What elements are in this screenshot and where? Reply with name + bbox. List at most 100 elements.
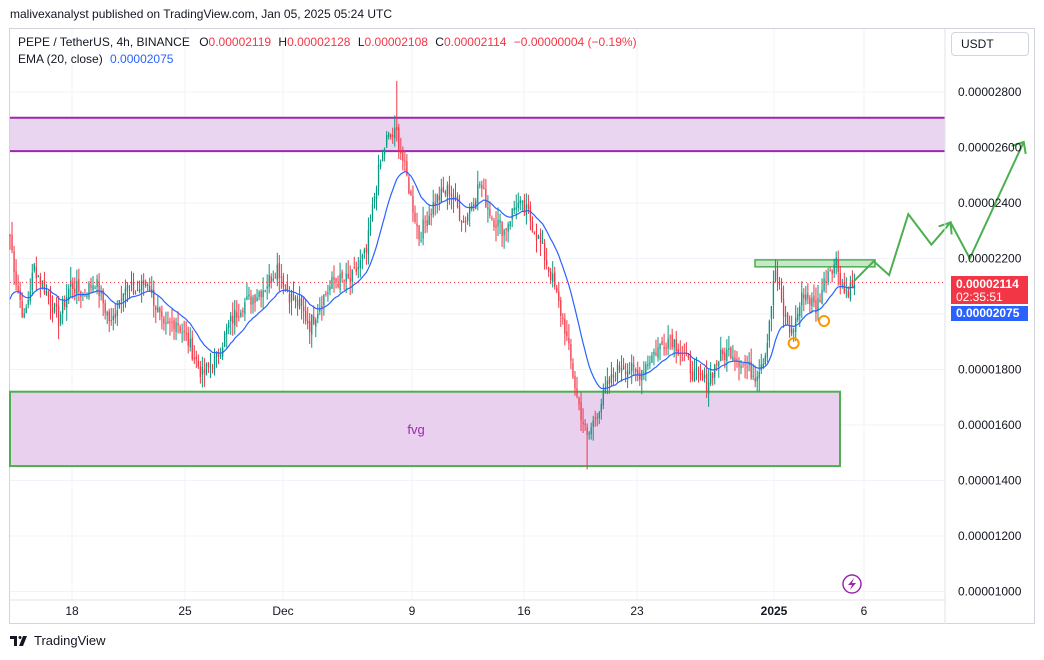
candle-body (337, 283, 339, 288)
fvg-zone (9, 390, 841, 468)
candle-body (456, 196, 459, 208)
candle-body (537, 235, 540, 239)
candle-body (801, 292, 803, 306)
candle-body (325, 293, 327, 295)
y-tick-label: 0.00002200 (958, 252, 1022, 266)
candle-body (444, 191, 447, 195)
currency-button[interactable]: USDT (951, 32, 1029, 56)
candle-body (560, 300, 562, 316)
candle-body (381, 153, 384, 162)
candle-body (351, 269, 353, 282)
candle-body (298, 298, 301, 309)
candle-body (236, 312, 238, 318)
candle-body (440, 188, 442, 203)
candle-body (766, 342, 768, 358)
candle-body (132, 282, 135, 294)
candle-body (309, 321, 311, 333)
candle-body (643, 372, 645, 374)
candle-body (710, 373, 712, 384)
candle-body (120, 299, 123, 301)
candle-body (703, 375, 706, 378)
candle-body (608, 378, 611, 385)
candle-body (21, 300, 23, 317)
candle-body (55, 303, 58, 308)
grid (10, 29, 945, 600)
candle-body (849, 282, 852, 299)
candle-body (507, 224, 509, 232)
candle-body (501, 221, 503, 237)
close-key: C (435, 35, 444, 49)
candle-body (803, 294, 805, 299)
candle-body (732, 356, 734, 361)
candle-body (572, 363, 574, 377)
candle-body (738, 362, 740, 367)
candle-body (592, 420, 594, 427)
candle-body (402, 151, 404, 161)
candle-body (764, 355, 766, 365)
candle-body (813, 296, 815, 303)
candle-body (274, 277, 276, 279)
candle-body (33, 264, 35, 271)
candle-body (258, 291, 260, 297)
candle-body (602, 390, 604, 406)
candle-body (302, 306, 305, 312)
candle-body (776, 267, 779, 281)
candle-body (17, 285, 19, 292)
candle-body (319, 307, 321, 312)
candle-body (112, 316, 114, 320)
candle-body (626, 370, 629, 377)
candle-body (373, 196, 376, 202)
ema-legend[interactable]: EMA (20, close) 0.00002075 (18, 52, 173, 66)
candle-body (618, 365, 621, 370)
candle-body (799, 306, 801, 317)
candle-body (438, 195, 440, 201)
candle-body (446, 185, 449, 197)
candle-body (436, 194, 438, 203)
y-tick-label: 0.00002800 (958, 85, 1022, 99)
candle-body (754, 377, 756, 383)
candle-body (675, 339, 677, 352)
candle-body (616, 363, 619, 380)
candle-body (268, 274, 270, 288)
candle-body (659, 343, 661, 350)
candle-body (37, 275, 39, 278)
candle-body (53, 302, 56, 313)
symbol-label[interactable]: PEPE / TetherUS, 4h, BINANCE (18, 35, 190, 49)
candle-body (722, 350, 724, 355)
candle-body (305, 310, 307, 322)
candle-body (726, 349, 728, 361)
candle-body (15, 271, 17, 285)
candle-body (841, 284, 843, 286)
candle-body (45, 290, 48, 295)
candle-body (313, 315, 315, 324)
candle-body (707, 382, 710, 394)
candle-body (145, 283, 147, 287)
candle-body (365, 247, 368, 253)
footer-brand[interactable]: TradingView (10, 633, 106, 648)
candle-body (556, 287, 558, 292)
candle-body (205, 364, 208, 376)
tradingview-logo-icon (10, 635, 27, 646)
candle-body (155, 307, 157, 310)
candle-body (821, 289, 823, 304)
candle-body (345, 273, 347, 282)
candle-body (742, 363, 744, 365)
candle-body (96, 279, 98, 288)
candle-body (70, 280, 72, 287)
candle-body (240, 312, 242, 317)
ema-layer (9, 171, 945, 390)
candle-body (130, 282, 133, 285)
candle-body (280, 276, 282, 278)
candle-body (379, 163, 382, 168)
x-tick-label: 18 (65, 604, 79, 618)
candle-body (568, 337, 570, 344)
candle-body (197, 360, 199, 367)
candle-body (414, 212, 416, 222)
candles (9, 80, 856, 470)
candle-body (784, 314, 787, 317)
candle-body (27, 299, 29, 305)
candle-body (793, 330, 795, 332)
candle-body (730, 347, 732, 359)
candle-body (697, 370, 700, 373)
